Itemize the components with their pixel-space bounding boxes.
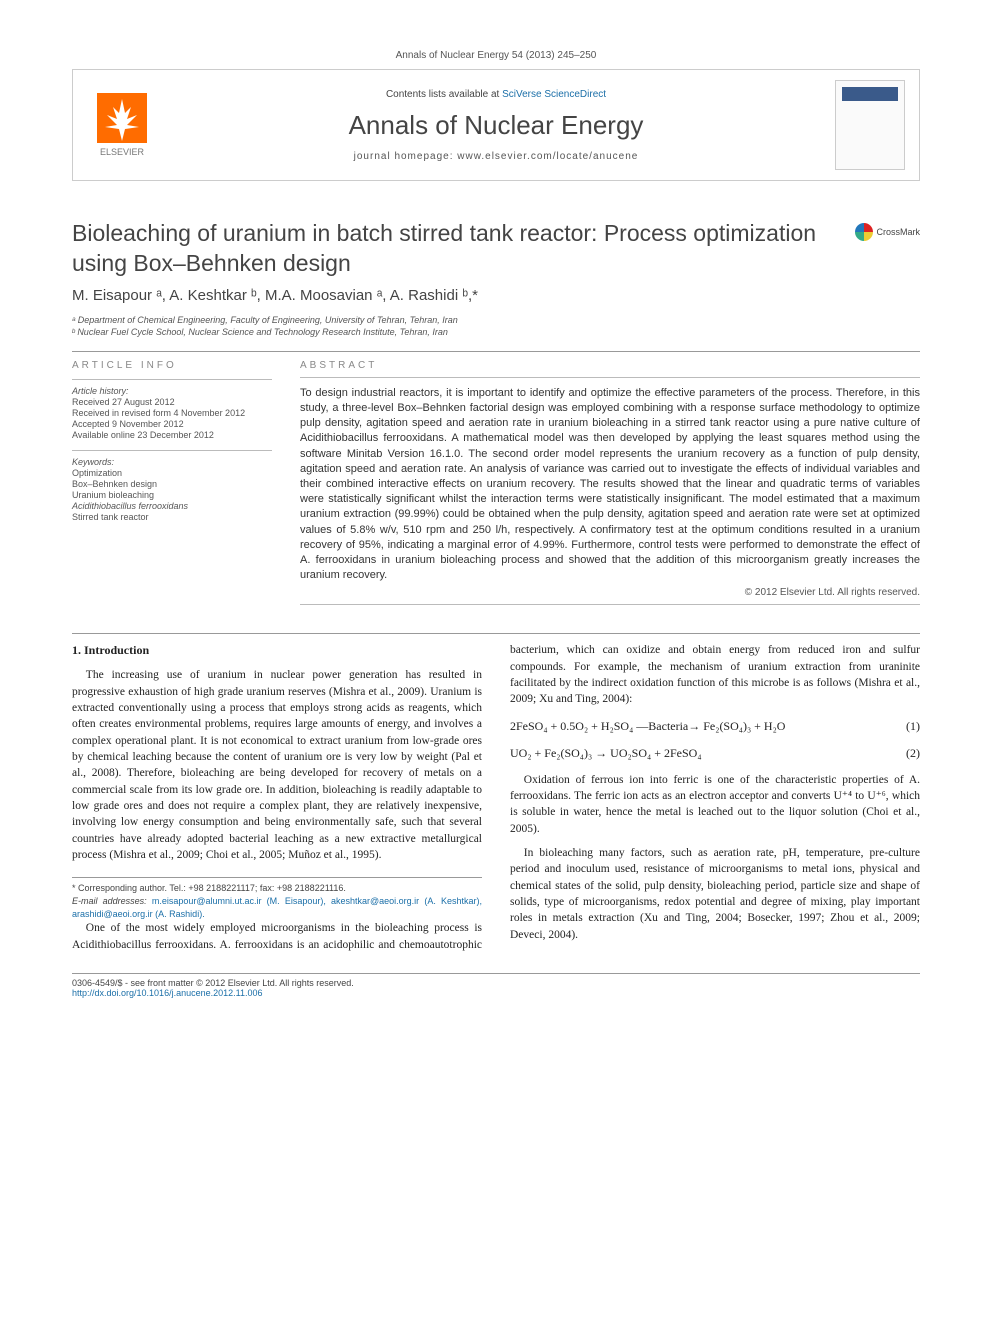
equation-2-body: UO₂ + Fe₂(SO₄)₃ → UO₂SO₄ + 2FeSO₄	[510, 745, 702, 762]
doi-link[interactable]: http://dx.doi.org/10.1016/j.anucene.2012…	[72, 988, 263, 998]
abstract-bottom-rule	[300, 604, 920, 605]
rule-top	[72, 351, 920, 352]
journal-banner: ELSEVIER Contents lists available at Sci…	[72, 69, 920, 181]
sciencedirect-link[interactable]: SciVerse ScienceDirect	[502, 89, 606, 100]
keywords-label: Keywords:	[72, 457, 272, 467]
publisher-block: ELSEVIER	[87, 93, 157, 157]
footer-left: 0306-4549/$ - see front matter © 2012 El…	[72, 978, 354, 998]
keyword: Acidithiobacillus ferrooxidans	[72, 501, 272, 511]
intro-paragraph-1: The increasing use of uranium in nuclear…	[72, 667, 482, 863]
journal-name: Annals of Nuclear Energy	[157, 110, 835, 141]
keyword: Uranium bioleaching	[72, 490, 272, 500]
info-abstract-row: ARTICLE INFO Article history: Received 2…	[72, 360, 920, 605]
article-info-column: ARTICLE INFO Article history: Received 2…	[72, 360, 272, 605]
elsevier-tree-icon	[97, 93, 147, 143]
equation-1: 2FeSO₄ + 0.5O₂ + H₂SO₄ —Bacteria→ Fe₂(SO…	[510, 718, 920, 735]
email-line: E-mail addresses: m.eisapour@alumni.ut.a…	[72, 895, 482, 921]
corresponding-label: * Corresponding author. Tel.: +98 218822…	[72, 882, 482, 895]
history-revised: Received in revised form 4 November 2012	[72, 408, 272, 418]
history-received: Received 27 August 2012	[72, 397, 272, 407]
contents-prefix: Contents lists available at	[386, 89, 502, 100]
info-rule	[72, 379, 272, 380]
affiliation-a: ᵃ Department of Chemical Engineering, Fa…	[72, 314, 920, 327]
intro-paragraph-4: In bioleaching many factors, such as aer…	[510, 845, 920, 943]
title-row: Bioleaching of uranium in batch stirred …	[72, 205, 920, 287]
keyword: Optimization	[72, 468, 272, 478]
abstract-text: To design industrial reactors, it is imp…	[300, 386, 920, 583]
equation-1-number: (1)	[906, 718, 920, 735]
rule-mid	[72, 633, 920, 634]
page-footer: 0306-4549/$ - see front matter © 2012 El…	[72, 973, 920, 998]
equation-2: UO₂ + Fe₂(SO₄)₃ → UO₂SO₄ + 2FeSO₄ (2)	[510, 745, 920, 762]
email-label: E-mail addresses:	[72, 896, 152, 906]
contents-available-line: Contents lists available at SciVerse Sci…	[157, 89, 835, 100]
affiliations: ᵃ Department of Chemical Engineering, Fa…	[72, 314, 920, 339]
copyright-line: © 2012 Elsevier Ltd. All rights reserved…	[300, 587, 920, 598]
history-online: Available online 23 December 2012	[72, 430, 272, 440]
article-info-heading: ARTICLE INFO	[72, 360, 272, 371]
crossmark-badge[interactable]: CrossMark	[855, 223, 920, 241]
keyword: Stirred tank reactor	[72, 512, 272, 522]
history-label: Article history:	[72, 386, 272, 396]
intro-paragraph-3: Oxidation of ferrous ion into ferric is …	[510, 772, 920, 837]
body-two-column: 1. Introduction The increasing use of ur…	[72, 642, 920, 953]
issn-line: 0306-4549/$ - see front matter © 2012 El…	[72, 978, 354, 988]
equation-2-number: (2)	[906, 745, 920, 762]
page-root: Annals of Nuclear Energy 54 (2013) 245–2…	[0, 0, 992, 1038]
corresponding-author-footnote: * Corresponding author. Tel.: +98 218822…	[72, 877, 482, 920]
publisher-label: ELSEVIER	[100, 147, 144, 157]
history-accepted: Accepted 9 November 2012	[72, 419, 272, 429]
keyword: Box–Behnken design	[72, 479, 272, 489]
banner-center: Contents lists available at SciVerse Sci…	[157, 89, 835, 162]
affiliation-b: ᵇ Nuclear Fuel Cycle School, Nuclear Sci…	[72, 326, 920, 339]
abstract-column: ABSTRACT To design industrial reactors, …	[300, 360, 920, 605]
citation-header: Annals of Nuclear Energy 54 (2013) 245–2…	[72, 50, 920, 61]
journal-homepage-line: journal homepage: www.elsevier.com/locat…	[157, 151, 835, 162]
authors-line: M. Eisapour ᵃ, A. Keshtkar ᵇ, M.A. Moosa…	[72, 287, 920, 304]
article-title: Bioleaching of uranium in batch stirred …	[72, 219, 843, 279]
crossmark-icon	[855, 223, 873, 241]
section-heading-intro: 1. Introduction	[72, 642, 482, 659]
journal-cover-thumbnail	[835, 80, 905, 170]
abstract-heading: ABSTRACT	[300, 360, 920, 371]
crossmark-label: CrossMark	[876, 227, 920, 237]
abstract-rule	[300, 377, 920, 378]
equation-1-body: 2FeSO₄ + 0.5O₂ + H₂SO₄ —Bacteria→ Fe₂(SO…	[510, 718, 785, 735]
info-rule-2	[72, 450, 272, 451]
